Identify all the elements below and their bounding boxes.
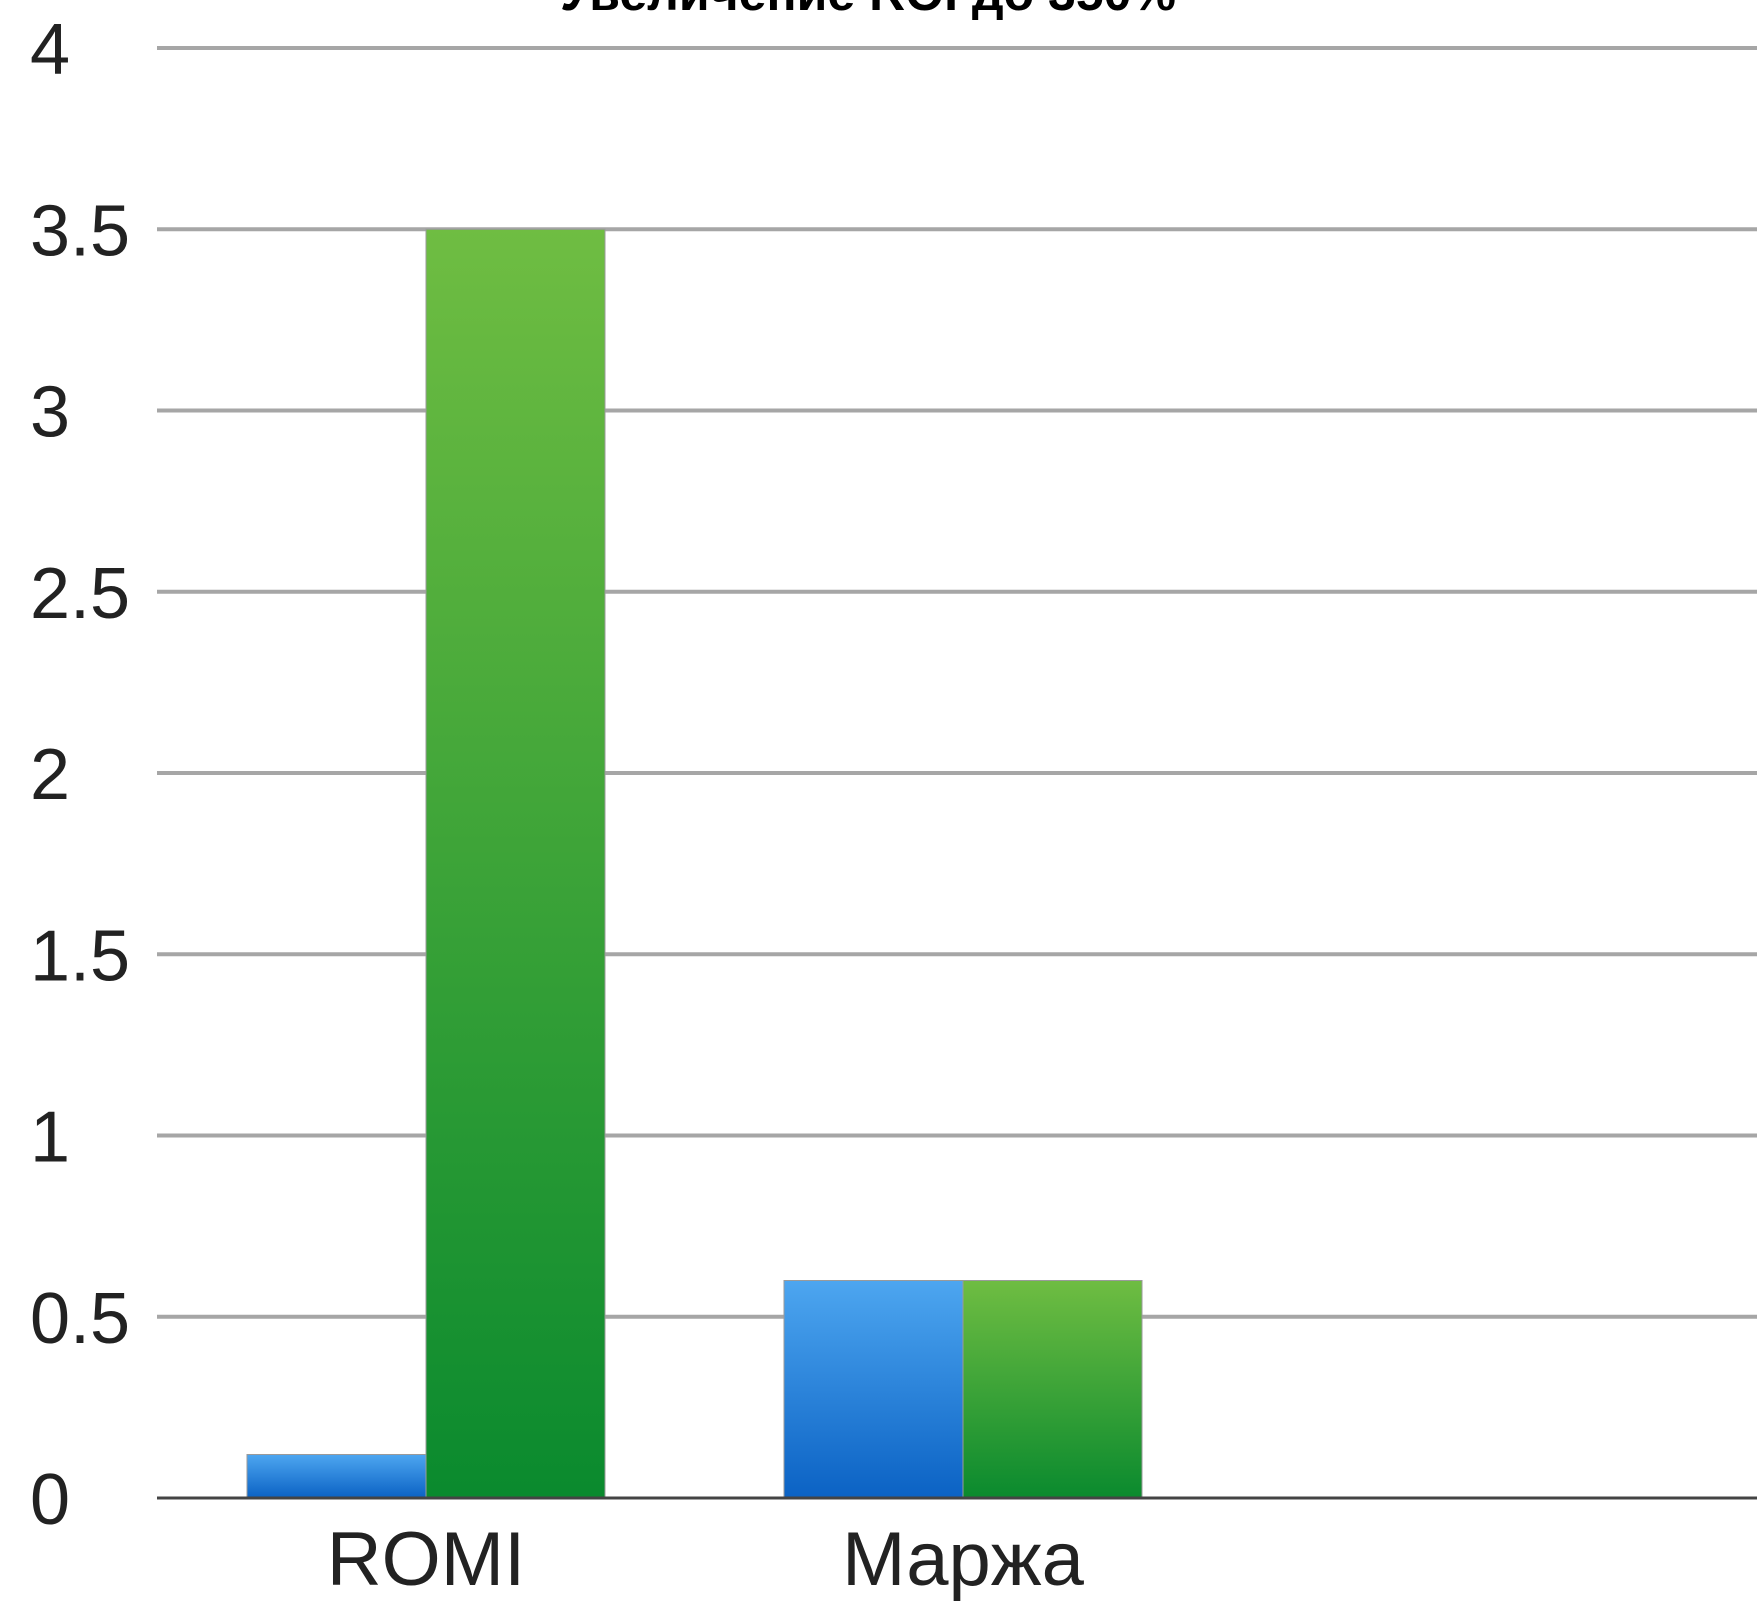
y-tick-label: 1.5 xyxy=(30,916,130,996)
y-axis-tick-labels: 0 0.5 1 1.5 2 2.5 3 3.5 4 xyxy=(30,10,130,1540)
y-tick-label: 3 xyxy=(30,373,70,453)
y-tick-label: 3.5 xyxy=(30,191,130,271)
bar-ROMI-series-1 xyxy=(246,1454,427,1499)
gridlines xyxy=(157,46,1757,1319)
bar-Маржа-series-2 xyxy=(962,1280,1143,1499)
y-tick-label: 0.5 xyxy=(30,1279,130,1359)
chart-title: Увеличение ROI до 350% xyxy=(560,0,1176,21)
bar-ROMI-series-2 xyxy=(425,228,606,1499)
y-tick-label: 2 xyxy=(30,735,70,815)
x-axis-category-labels: ROMI Маржа xyxy=(327,1517,1085,1602)
y-tick-label: 0 xyxy=(30,1460,70,1540)
y-tick-label: 1 xyxy=(30,1098,70,1178)
y-tick-label: 2.5 xyxy=(30,554,130,634)
bar-Маржа-series-1 xyxy=(783,1280,964,1499)
y-tick-label: 4 xyxy=(30,10,70,90)
bars xyxy=(246,228,1143,1499)
category-label: Маржа xyxy=(842,1517,1085,1602)
category-label: ROMI xyxy=(327,1517,525,1602)
